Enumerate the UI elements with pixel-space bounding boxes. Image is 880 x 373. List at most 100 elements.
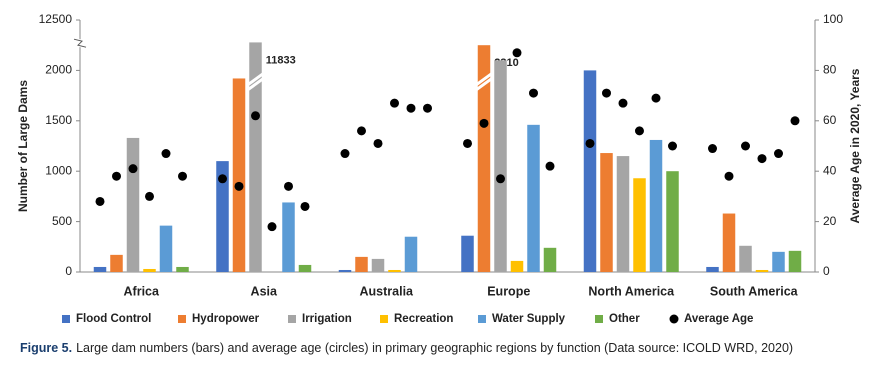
data-label: 11833 [266, 54, 296, 66]
age-point [340, 149, 350, 159]
bar [510, 260, 524, 272]
legend-label: Other [609, 313, 640, 325]
age-point [284, 181, 293, 191]
age-point [178, 171, 187, 181]
bar [404, 236, 418, 272]
age-point [267, 222, 277, 232]
bar [649, 139, 663, 272]
y2-tick-label: 100 [823, 12, 843, 26]
bar [772, 251, 785, 272]
bar [176, 266, 189, 272]
bar [666, 171, 679, 272]
bar [338, 269, 352, 272]
legend-marker [478, 315, 486, 323]
bar [616, 156, 630, 272]
legend-label: Recreation [394, 313, 453, 325]
age-point [145, 191, 154, 201]
age-point [251, 111, 260, 121]
bar [298, 264, 312, 272]
x-tick-label: Asia [251, 284, 278, 298]
age-point [373, 138, 383, 148]
bar [755, 269, 769, 272]
y2-tick-label: 60 [823, 113, 837, 127]
bar [600, 153, 613, 272]
age-point [741, 141, 750, 151]
age-point [300, 201, 310, 211]
age-point [724, 171, 734, 181]
bar [143, 268, 156, 272]
y-tick-label: 500 [52, 214, 72, 228]
legend-marker [380, 315, 388, 323]
bar [494, 60, 507, 272]
y2-tick-label: 40 [823, 163, 837, 177]
bar [461, 235, 474, 272]
bar [126, 137, 140, 272]
legend-label: Hydropower [192, 313, 260, 325]
age-point [651, 93, 661, 103]
y-axis-title: Number of Large Dams [16, 80, 30, 212]
legend-marker [669, 314, 679, 324]
bar [282, 202, 295, 272]
y-tick-label: 2000 [45, 63, 72, 77]
y2-tick-label: 0 [823, 264, 830, 278]
bar [739, 245, 752, 272]
bar [706, 266, 719, 272]
legend-label: Irrigation [302, 313, 352, 325]
age-point [95, 196, 105, 206]
bar [527, 124, 540, 272]
bar [159, 225, 173, 272]
age-point [790, 116, 800, 126]
bar [633, 178, 646, 272]
x-tick-label: North America [588, 284, 675, 298]
caption-label: Figure 5. [20, 341, 72, 355]
y-tick-label: 0 [65, 264, 72, 278]
bar [232, 78, 246, 273]
age-point [390, 98, 399, 108]
bar-break [474, 72, 494, 92]
x-tick-label: Australia [360, 284, 415, 298]
age-point [668, 141, 677, 151]
age-point [635, 126, 644, 136]
caption-text: Large dam numbers (bars) and average age… [76, 341, 793, 355]
bar [249, 42, 262, 273]
age-point [585, 138, 595, 148]
age-point [357, 126, 366, 136]
x-tick-label: South America [710, 284, 799, 298]
age-point [618, 98, 628, 108]
legend-marker [288, 315, 296, 323]
bar [543, 247, 557, 272]
axis-break [73, 38, 87, 48]
y-tick-label: 12500 [39, 12, 73, 26]
age-point [496, 174, 505, 184]
legend-label: Average Age [684, 313, 753, 325]
bar [477, 45, 491, 273]
age-point [757, 154, 767, 164]
legend-marker [178, 315, 186, 323]
legend-marker [595, 315, 603, 323]
age-point [463, 138, 472, 148]
y2-axis-title: Average Age in 2020, Years [848, 68, 862, 223]
legend-marker [62, 315, 70, 323]
age-point [234, 181, 244, 191]
bar [371, 258, 385, 272]
caption: Figure 5. Large dam numbers (bars) and av… [20, 341, 793, 355]
bar [93, 266, 107, 272]
legend-label: Water Supply [492, 313, 566, 325]
age-point [423, 103, 432, 113]
bar [388, 269, 401, 272]
age-point [479, 118, 489, 128]
age-point [128, 164, 138, 174]
y-tick-label: 1500 [45, 113, 72, 127]
bar [355, 256, 368, 272]
x-tick-label: Europe [487, 284, 530, 298]
legend-label: Flood Control [76, 313, 151, 325]
y2-tick-label: 80 [823, 63, 837, 77]
age-point [545, 161, 555, 171]
age-point [112, 171, 121, 181]
bar [110, 254, 123, 272]
y2-tick-label: 20 [823, 214, 837, 228]
bar [583, 70, 597, 273]
bar-break [246, 72, 265, 92]
bar [216, 161, 229, 272]
age-point [529, 88, 538, 98]
